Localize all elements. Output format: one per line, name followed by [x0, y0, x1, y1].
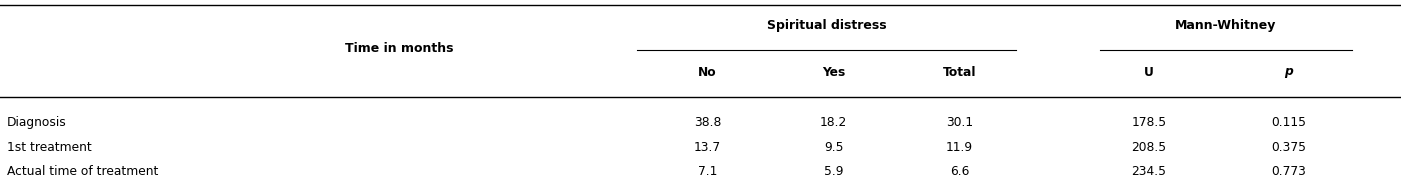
Text: 0.375: 0.375 [1272, 141, 1306, 154]
Text: Actual time of treatment: Actual time of treatment [7, 165, 158, 178]
Text: 5.9: 5.9 [824, 165, 843, 178]
Text: 38.8: 38.8 [693, 116, 722, 129]
Text: 13.7: 13.7 [693, 141, 722, 154]
Text: 30.1: 30.1 [946, 116, 974, 129]
Text: 234.5: 234.5 [1132, 165, 1166, 178]
Text: p: p [1285, 66, 1293, 78]
Text: U: U [1143, 66, 1154, 78]
Text: 1st treatment: 1st treatment [7, 141, 91, 154]
Text: 178.5: 178.5 [1131, 116, 1167, 129]
Text: Mann-Whitney: Mann-Whitney [1175, 19, 1276, 32]
Text: 7.1: 7.1 [698, 165, 717, 178]
Text: Diagnosis: Diagnosis [7, 116, 67, 129]
Text: Time in months: Time in months [345, 42, 454, 55]
Text: 0.773: 0.773 [1272, 165, 1306, 178]
Text: 208.5: 208.5 [1131, 141, 1167, 154]
Text: Spiritual distress: Spiritual distress [766, 19, 887, 32]
Text: Total: Total [943, 66, 976, 78]
Text: 6.6: 6.6 [950, 165, 969, 178]
Text: 0.115: 0.115 [1272, 116, 1306, 129]
Text: No: No [698, 66, 717, 78]
Text: Yes: Yes [822, 66, 845, 78]
Text: 9.5: 9.5 [824, 141, 843, 154]
Text: 11.9: 11.9 [946, 141, 974, 154]
Text: 18.2: 18.2 [820, 116, 848, 129]
